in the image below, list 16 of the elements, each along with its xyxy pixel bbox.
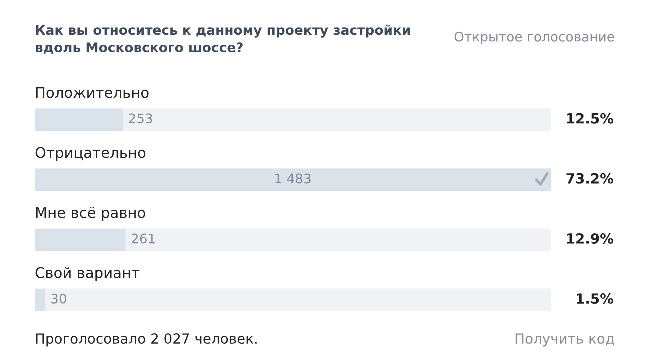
data-label: 1 483 bbox=[276, 174, 311, 184]
text: 1.5% bbox=[577, 294, 614, 304]
data-label: 253 bbox=[129, 114, 152, 124]
text: 73.2% bbox=[566, 173, 614, 184]
chart-title: Как вы относитесь к данному проекту застройки вдоль Московского шоссе? bbox=[36, 24, 410, 54]
y-tick-label: Свой вариант bbox=[36, 267, 140, 282]
y-tick-label: Мне всё равно bbox=[36, 207, 146, 222]
text: 12.9% bbox=[567, 233, 614, 244]
text: 12.5% bbox=[567, 113, 614, 124]
data-label: 30 bbox=[52, 294, 67, 304]
data-label: 261 bbox=[132, 234, 155, 244]
text: Проголосовало 2 027 человек. bbox=[36, 334, 257, 347]
text: Получить код bbox=[516, 334, 614, 347]
y-tick-label: Отрицательно bbox=[36, 147, 146, 162]
y-tick-label: Положительно bbox=[36, 87, 149, 98]
chart-subtitle: Открытое голосование bbox=[454, 32, 614, 44]
